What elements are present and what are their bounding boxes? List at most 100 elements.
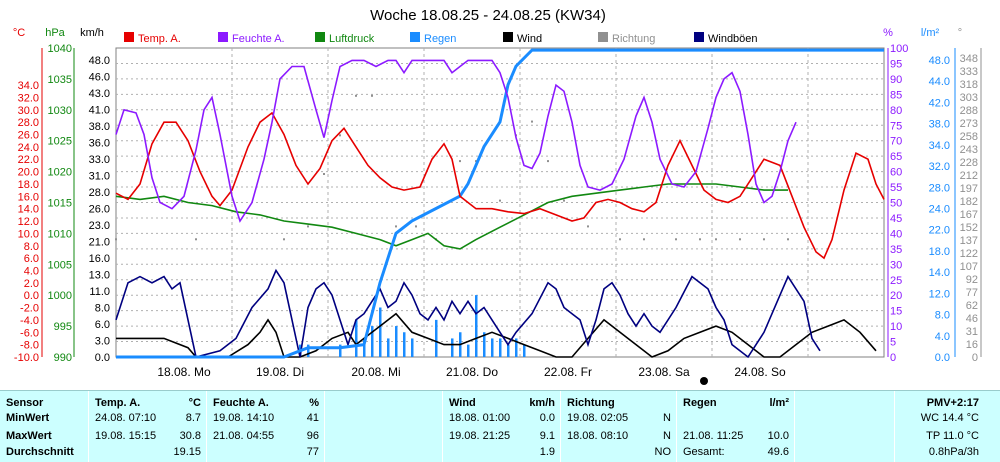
feuchte-tick-label: 95 <box>890 58 902 70</box>
luftdruck-tick-label: 1020 <box>48 167 72 179</box>
regen-unit: l/m² <box>769 397 789 409</box>
richtung-tick-label: 107 <box>960 261 978 273</box>
richtung-tick-label: 0 <box>972 352 978 364</box>
rain-bar <box>491 338 494 357</box>
temp-tick-label: 6.0 <box>24 253 39 265</box>
feuchte-column: Feuchte A.% 19.08. 14:10 41 21.08. 04:55 9… <box>206 391 325 462</box>
direction-point <box>115 238 117 241</box>
direction-point <box>643 238 645 241</box>
rain-bar <box>451 338 454 357</box>
feuchte-line <box>115 59 797 223</box>
richtung-tick-label: 258 <box>960 131 978 143</box>
temp-header: Temp. A. <box>95 397 141 409</box>
rain-bar <box>411 338 414 357</box>
temp-tick-label: 26.0 <box>18 130 39 142</box>
richtung-tick-label: 333 <box>960 66 978 78</box>
temp-unit: °C <box>188 397 201 409</box>
temp-tick-label: 2.0 <box>24 278 39 290</box>
wind-avg-value: 1.9 <box>539 446 555 458</box>
feuchte-tick-label: 80 <box>890 105 902 117</box>
richtung-tick-label: 273 <box>960 118 978 130</box>
temp-tick-label: 8.0 <box>24 241 39 253</box>
temp-avg-value: 19.15 <box>173 446 201 458</box>
feuchte-tick-label: 15 <box>890 306 902 318</box>
richtung-tick-label: 288 <box>960 105 978 117</box>
temp-tick-label: 14.0 <box>18 204 39 216</box>
luftdruck-tick-label: 1015 <box>48 198 72 210</box>
legend-label-regen: Regen <box>424 33 456 45</box>
sensor-column: Sensor MinWert MaxWert Durchschnitt <box>0 391 88 462</box>
temp-max-value: 30.8 <box>179 430 201 442</box>
richtung-tick-label: 16 <box>966 339 978 351</box>
feuchte-max-time: 21.08. 04:55 <box>213 430 275 442</box>
regen-tick-label: 32.0 <box>929 161 950 173</box>
richtung-tick-label: 137 <box>960 235 978 247</box>
empty-column <box>324 391 443 462</box>
direction-point <box>763 238 765 241</box>
pmv-column: PMV+2:17 WC 14.4 °C TP 11.0 °C 0.8hPa/3h <box>894 391 1000 462</box>
pmv-line-2: WC 14.4 °C <box>920 412 979 424</box>
richtung-max-time: 18.08. 08:10 <box>567 430 629 442</box>
direction-point <box>307 225 309 228</box>
feuchte-unit: % <box>309 397 319 409</box>
temp-min-value: 8.7 <box>185 412 201 424</box>
direction-point <box>283 238 285 241</box>
luftdruck-tick-label: 1025 <box>48 136 72 148</box>
luftdruck-line <box>115 183 788 250</box>
direction-point <box>587 225 589 228</box>
rain-bar <box>435 319 438 357</box>
temp-tick-label: -2.0 <box>20 303 39 315</box>
temp-tick-label: 10.0 <box>18 228 39 240</box>
richtung-tick-label: 152 <box>960 222 978 234</box>
wind-header: Wind <box>449 397 476 409</box>
rain-bar <box>403 332 406 357</box>
temp-tick-label: -4.0 <box>20 315 39 327</box>
regen-tick-label: 48.0 <box>929 55 950 67</box>
feuchte-min-value: 41 <box>306 412 319 424</box>
legend-label-windboeen: Windböen <box>708 33 758 45</box>
moon-phase-icon <box>700 377 708 385</box>
x-axis-labels: 18.08. Mo 19.08. Di 20.08. Mi 21.08. Do 22.0… <box>157 365 786 385</box>
regen-tick-label: 28.0 <box>929 182 950 194</box>
day-label: 19.08. Di <box>256 365 304 379</box>
richtung-min-value: N <box>663 412 671 424</box>
day-label: 18.08. Mo <box>157 365 211 379</box>
richtung-avg-value: NO <box>654 446 672 458</box>
rain-bar <box>395 326 398 357</box>
wind-tick-label: 8.0 <box>95 303 110 315</box>
temp-max-time: 19.08. 15:15 <box>95 430 157 442</box>
temp-tick-label: 18.0 <box>18 179 39 191</box>
direction-point <box>619 238 621 241</box>
wind-tick-label: 0.0 <box>95 352 110 364</box>
grid <box>115 47 885 358</box>
rain-bar <box>371 326 374 357</box>
direction-point <box>371 94 373 97</box>
rain-bar <box>467 344 470 357</box>
direction-point <box>675 238 677 241</box>
feuchte-tick-label: 100 <box>890 43 908 55</box>
richtung-tick-label: 182 <box>960 196 978 208</box>
direction-point <box>415 225 417 228</box>
richtung-tick-label: 167 <box>960 209 978 221</box>
direction-point <box>395 225 397 228</box>
richtung-tick-label: 318 <box>960 79 978 91</box>
legend-label-richtung: Richtung <box>612 33 655 45</box>
rain-bar <box>355 319 358 357</box>
temp-tick-label: 4.0 <box>24 265 39 277</box>
feuchte-tick-label: 65 <box>890 151 902 163</box>
luftdruck-tick-label: 1000 <box>48 290 72 302</box>
empty-column-2 <box>794 391 895 462</box>
temp-tick-label: -10.0 <box>14 352 39 364</box>
feuchte-tick-label: 60 <box>890 167 902 179</box>
wind-max-time: 19.08. 21:25 <box>449 430 511 442</box>
direction-point <box>499 199 501 202</box>
temp-unit-label: °C <box>13 27 25 39</box>
regen-column: Regen l/m² 21.08. 11:25 10.0 Gesamt: 49.6 <box>676 391 795 462</box>
direction-point <box>563 199 565 202</box>
wind-tick-label: 48.0 <box>89 55 110 67</box>
wind-tick-label: 13.0 <box>89 270 110 282</box>
feuchte-tick-label: 45 <box>890 213 902 225</box>
feuchte-tick-label: 40 <box>890 228 902 240</box>
direction-point <box>739 238 741 241</box>
regen-tick-label: 44.0 <box>929 76 950 88</box>
